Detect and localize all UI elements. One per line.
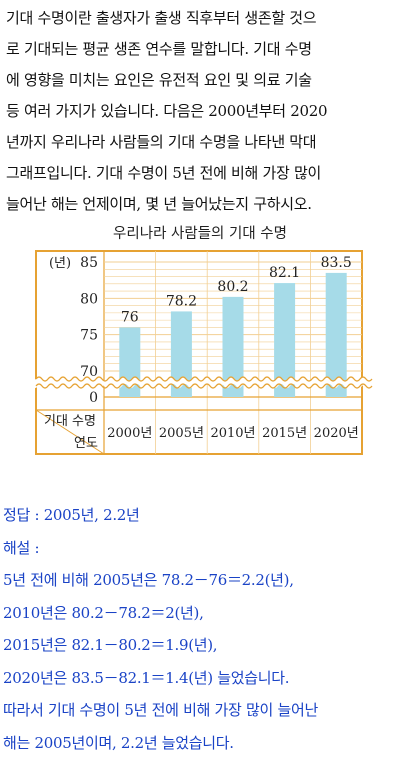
category-label: 2005년 [159, 426, 204, 441]
category-label: 2020년 [314, 426, 359, 441]
category-label: 2015년 [262, 426, 307, 441]
category-label: 2000년 [107, 426, 152, 441]
problem-line: 늘어난 해는 언제이며, 몇 년 늘어났는지 구하시오. [6, 189, 398, 220]
life-expectancy-bar-chart: 85 80 75 70 0 76 78.2 80.2 82.1 83.5 기대 수명 연도 20… [0, 240, 400, 460]
header-row-label: 기대 수명 [44, 414, 96, 429]
category-labels: 2000년 2005년 2010년 2015년 2020년 [107, 426, 358, 441]
answer-line: 2015년은 82.1－80.2＝1.9(년), [3, 629, 398, 662]
problem-line: 로 기대되는 평균 생존 연수를 말합니다. 기대 수명 [6, 34, 398, 65]
problem-line: 년까지 우리나라 사람들의 기대 수명을 나타낸 막대 [6, 127, 398, 158]
problem-line: 그래프입니다. 기대 수명이 5년 전에 비해 가장 많이 [6, 158, 398, 189]
answer-line: 5년 전에 비해 2005년은 78.2－76＝2.2(년), [3, 564, 398, 597]
answer-line: 2020년은 83.5－82.1＝1.4(년) 늘었습니다. [3, 662, 398, 695]
problem-line: 에 영향을 미치는 요인은 유전적 요인 및 의료 기술 [6, 65, 398, 96]
y-tick-label: 80 [80, 291, 98, 307]
answer-line: 정답 : 2005년, 2.2년 [3, 499, 398, 532]
problem-text: 기대 수명이란 출생자가 출생 직후부터 생존할 것으 로 기대되는 평균 생존… [6, 3, 398, 220]
value-label: 83.5 [321, 255, 352, 271]
header-col-label: 연도 [74, 436, 98, 451]
answer-line: 따라서 기대 수명이 5년 전에 비해 가장 많이 늘어난 [3, 694, 398, 727]
y-tick-label: 0 [89, 390, 98, 406]
problem-line: 등 여러 가지가 있습니다. 다음은 2000년부터 2020 [6, 96, 398, 127]
value-label: 82.1 [269, 265, 300, 281]
y-unit-label: (년) [49, 256, 71, 271]
y-tick-label: 70 [80, 364, 98, 380]
y-tick-label: 75 [80, 328, 98, 344]
value-label: 76 [121, 309, 139, 325]
category-label: 2010년 [210, 426, 255, 441]
value-label: 78.2 [166, 293, 197, 309]
answer-text: 정답 : 2005년, 2.2년 해설 : 5년 전에 비해 2005년은 78… [3, 499, 398, 759]
value-label: 80.2 [217, 279, 248, 295]
answer-line: 해는 2005년이며, 2.2년 늘었습니다. [3, 727, 398, 759]
y-tick-label: 85 [80, 255, 98, 271]
problem-line: 기대 수명이란 출생자가 출생 직후부터 생존할 것으 [6, 3, 398, 34]
answer-line: 2010년은 80.2－78.2＝2(년), [3, 597, 398, 630]
answer-line: 해설 : [3, 532, 398, 565]
